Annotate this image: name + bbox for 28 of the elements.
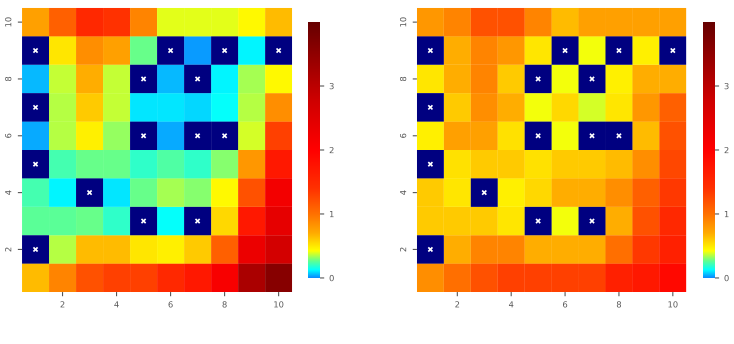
- y-tick-label: 8: [400, 76, 406, 82]
- color-bar-label: 2: [724, 146, 728, 154]
- color-bar-label: 0: [724, 274, 729, 282]
- y-tick-label: 10: [5, 17, 12, 27]
- color-bar-label: 0: [330, 274, 334, 282]
- x-tick-label: 4: [114, 301, 119, 308]
- x-tick-label: 2: [60, 301, 64, 308]
- x-tick-label: 8: [616, 301, 622, 308]
- color-bar-label: 3: [330, 82, 334, 90]
- color-bar-label: 2: [330, 146, 334, 154]
- color-bar-label: 1: [724, 211, 728, 218]
- y-tick-label: 2: [400, 248, 406, 252]
- x-tick-label: 10: [668, 301, 678, 308]
- y-tick-label: 4: [5, 190, 12, 195]
- x-tick-label: 4: [508, 301, 514, 308]
- y-tick-label: 4: [400, 190, 406, 195]
- color-bar-label: 1: [330, 211, 334, 218]
- color-bar-label: 3: [724, 82, 729, 90]
- x-tick-label: 6: [563, 301, 568, 308]
- y-tick-label: 6: [400, 134, 406, 138]
- y-tick-label: 6: [5, 134, 12, 138]
- x-tick-label: 10: [274, 301, 284, 308]
- y-tick-label: 10: [400, 17, 406, 27]
- y-tick-label: 2: [5, 248, 12, 252]
- x-tick-label: 2: [455, 301, 460, 308]
- y-tick-label: 8: [5, 76, 12, 82]
- x-tick-label: 8: [222, 301, 227, 308]
- x-tick-label: 6: [168, 301, 173, 308]
